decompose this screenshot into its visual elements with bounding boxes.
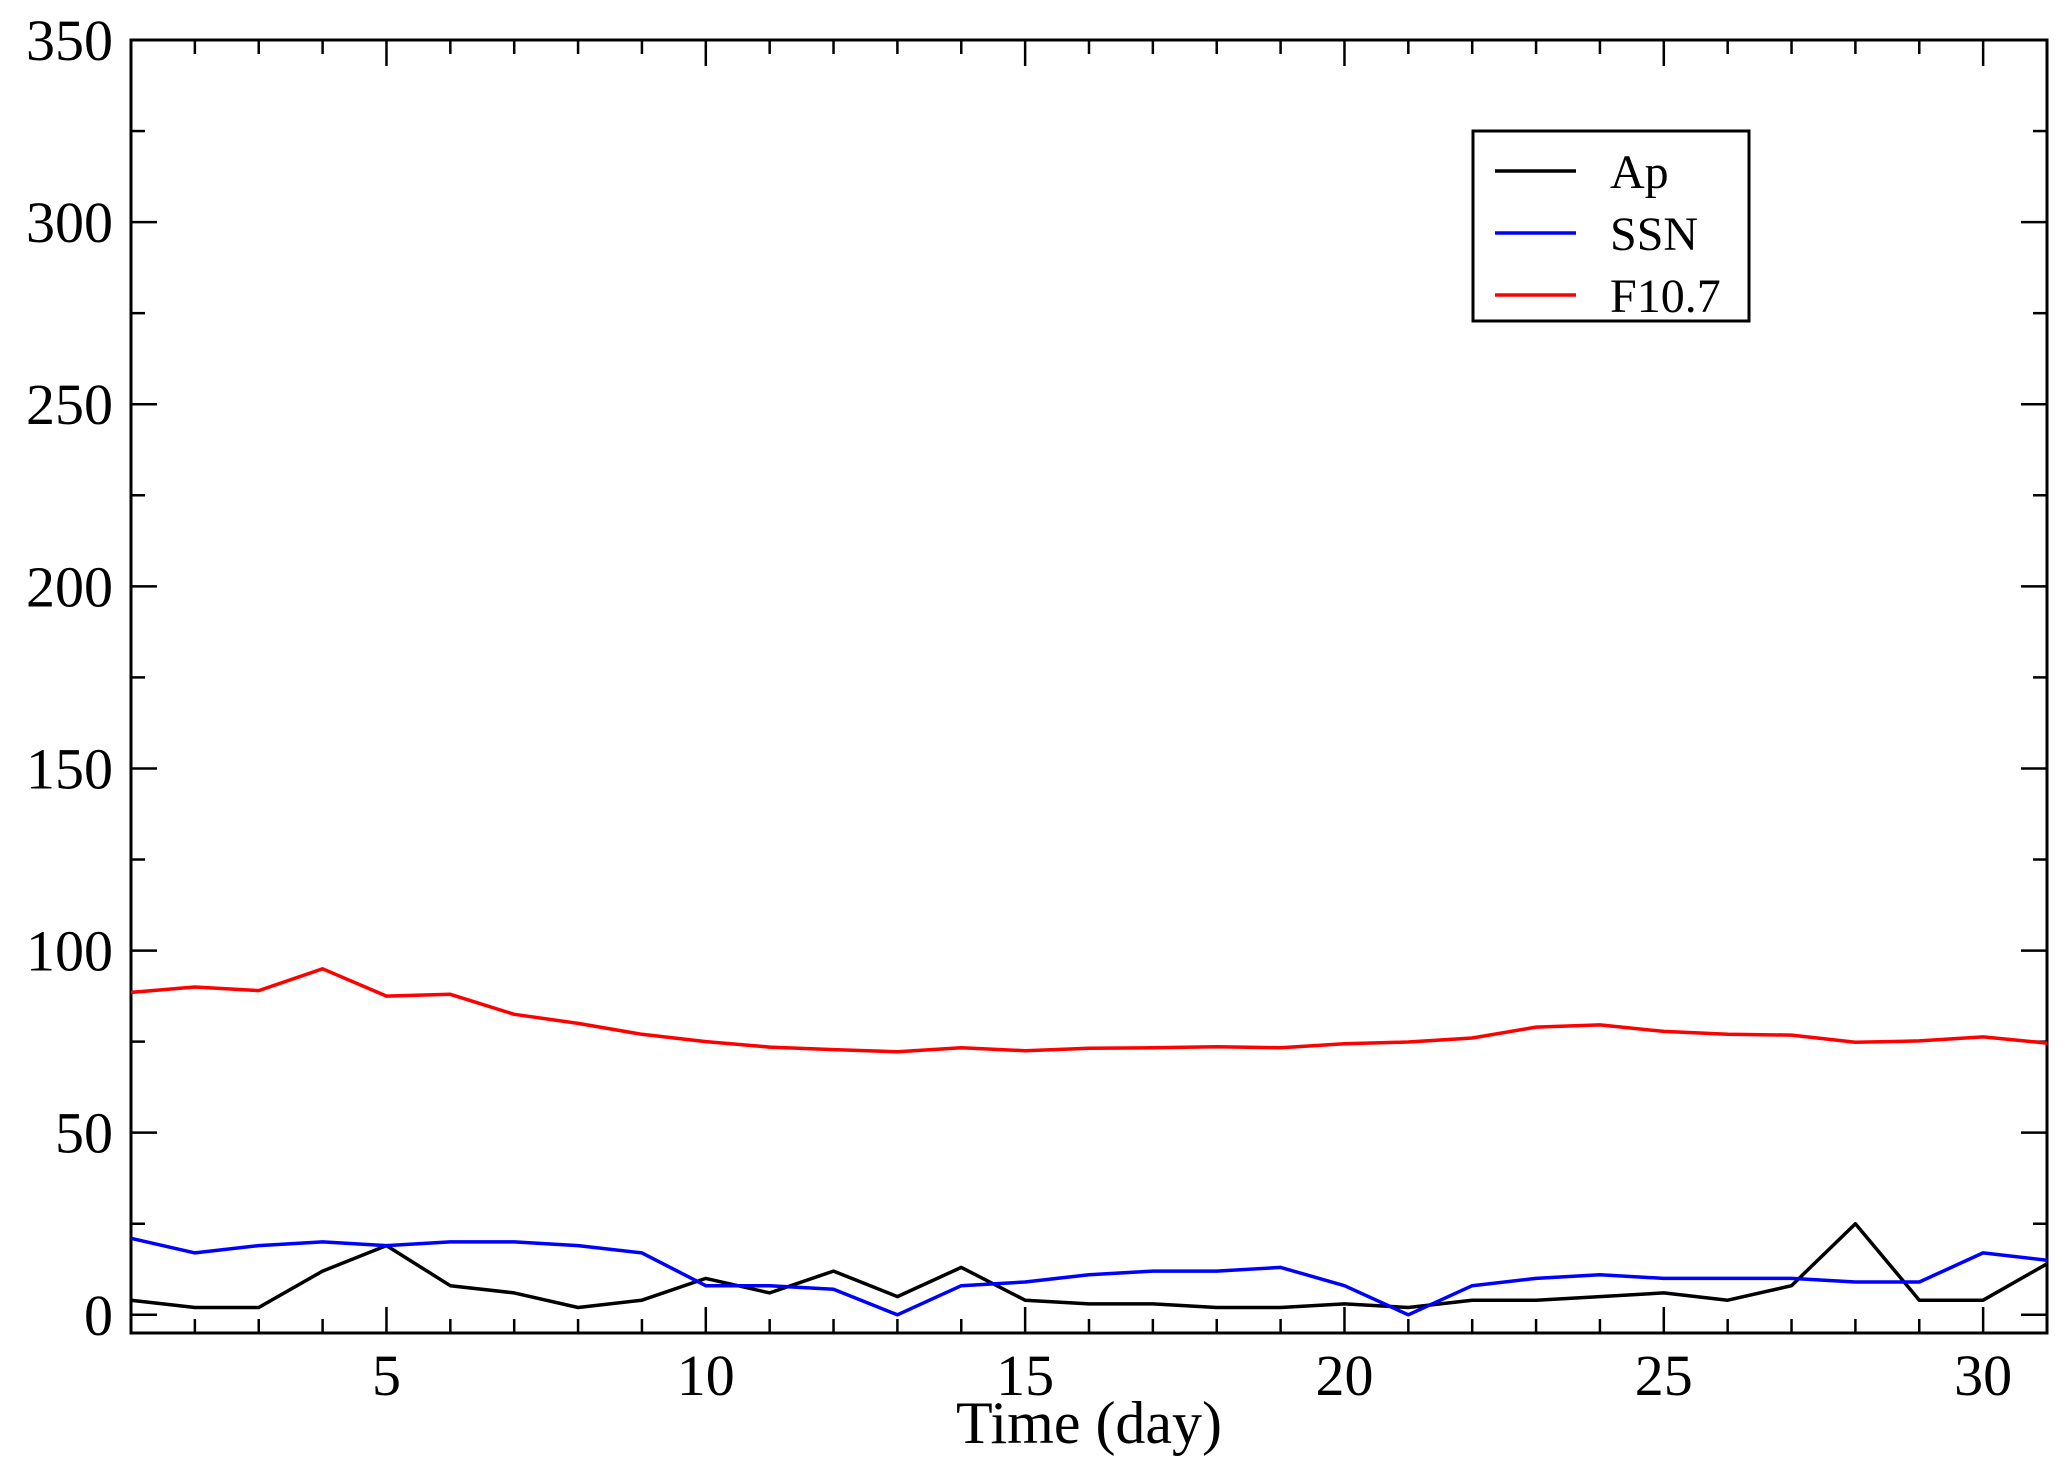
axis-tick-labels: 0 50 100 150 200 250 300 350 5 10 15 20 25 30	[26, 8, 2012, 1408]
axis-ticks	[129, 38, 2049, 1333]
x-tick-label: 25	[1635, 1343, 1693, 1408]
y-tick-label: 200	[26, 554, 113, 619]
y-tick-label: 50	[55, 1101, 113, 1166]
series-line-ap	[130, 1221, 2048, 1310]
x-tick-label: 15	[996, 1343, 1054, 1408]
legend-label-f107: F10.7	[1610, 270, 1721, 323]
y-tick-label: 250	[26, 372, 113, 437]
y-tick-label: 0	[84, 1283, 113, 1348]
series-line-f107	[130, 967, 2048, 1054]
legend: Ap SSN F10.7	[1471, 129, 1751, 323]
y-tick-label: 300	[26, 190, 113, 255]
x-tick-label: 20	[1315, 1343, 1373, 1408]
x-axis-title: Time (day)	[956, 1390, 1222, 1456]
legend-box	[1471, 129, 1751, 323]
legend-label-ap: Ap	[1610, 146, 1669, 199]
series-lines	[130, 967, 2048, 1317]
legend-label-ssn: SSN	[1610, 208, 1698, 261]
x-tick-label: 10	[677, 1343, 735, 1408]
x-tick-label: 30	[1954, 1343, 2012, 1408]
y-tick-label: 100	[26, 919, 113, 984]
y-tick-label: 150	[26, 736, 113, 801]
y-tick-label: 350	[26, 8, 113, 73]
plot-frame	[129, 38, 2049, 1335]
x-tick-label: 5	[372, 1343, 401, 1408]
series-line-ssn	[130, 1236, 2048, 1317]
